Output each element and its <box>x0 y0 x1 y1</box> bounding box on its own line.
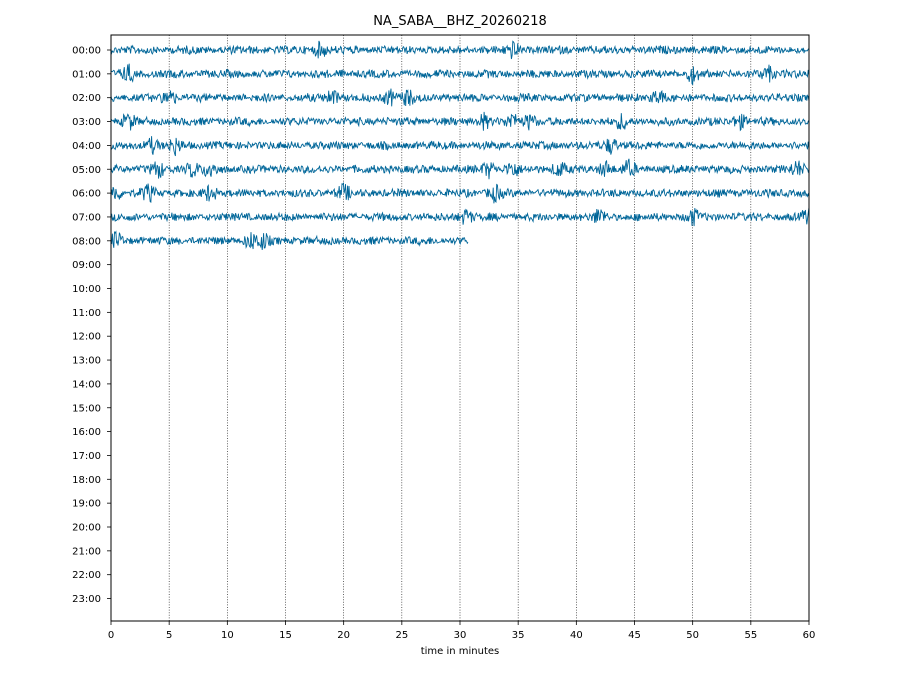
seismic-trace <box>110 182 810 204</box>
x-tick-label: 15 <box>279 630 292 641</box>
y-tick-label: 19:00 <box>72 499 101 510</box>
y-tick-label: 17:00 <box>72 451 101 462</box>
y-tick-label: 01:00 <box>72 69 101 80</box>
y-tick-label: 02:00 <box>72 93 101 104</box>
seismic-trace <box>110 207 810 227</box>
y-tick-label: 07:00 <box>72 212 101 223</box>
seismic-trace <box>110 40 810 60</box>
x-tick-label: 45 <box>628 630 641 641</box>
x-tick-label: 0 <box>108 630 114 641</box>
y-tick-label: 14:00 <box>72 379 101 390</box>
y-tick-label: 08:00 <box>72 236 101 247</box>
y-tick-label: 05:00 <box>72 165 101 176</box>
seismic-trace <box>110 111 810 132</box>
x-tick-label: 10 <box>221 630 234 641</box>
x-tick-label: 55 <box>744 630 757 641</box>
y-tick-label: 10:00 <box>72 284 101 295</box>
x-axis-label: time in minutes <box>421 646 500 657</box>
y-axis-ticks: 00:00 01:00 02:00 03:00 04:00 05:00 06:00 07:00… <box>72 46 111 605</box>
seismic-trace <box>110 136 810 157</box>
seismic-traces <box>110 40 810 251</box>
y-tick-label: 00:00 <box>72 46 101 57</box>
y-tick-label: 20:00 <box>72 523 101 534</box>
y-tick-label: 13:00 <box>72 356 101 367</box>
y-tick-label: 06:00 <box>72 189 101 200</box>
y-tick-label: 22:00 <box>72 570 101 581</box>
x-tick-label: 60 <box>803 630 816 641</box>
chart-title: NA_SABA__BHZ_20260218 <box>373 14 547 29</box>
seismic-trace <box>110 230 469 251</box>
y-tick-label: 04:00 <box>72 141 101 152</box>
seismic-trace <box>110 63 810 86</box>
x-tick-label: 50 <box>686 630 699 641</box>
y-tick-label: 21:00 <box>72 546 101 557</box>
x-tick-label: 5 <box>166 630 172 641</box>
y-tick-label: 12:00 <box>72 332 101 343</box>
x-tick-label: 30 <box>454 630 467 641</box>
seismic-trace <box>110 158 810 180</box>
x-axis-ticks: 0 5 10 15 20 25 30 35 40 45 50 55 60 <box>108 621 816 641</box>
x-tick-label: 25 <box>395 630 408 641</box>
y-tick-label: 11:00 <box>72 308 101 319</box>
x-tick-label: 35 <box>512 630 525 641</box>
y-tick-label: 03:00 <box>72 117 101 128</box>
x-tick-label: 20 <box>337 630 350 641</box>
y-tick-label: 09:00 <box>72 260 101 271</box>
y-tick-label: 16:00 <box>72 427 101 438</box>
y-tick-label: 18:00 <box>72 475 101 486</box>
seismic-trace <box>110 88 810 107</box>
y-tick-label: 23:00 <box>72 594 101 605</box>
x-tick-label: 40 <box>570 630 583 641</box>
y-tick-label: 15:00 <box>72 403 101 414</box>
